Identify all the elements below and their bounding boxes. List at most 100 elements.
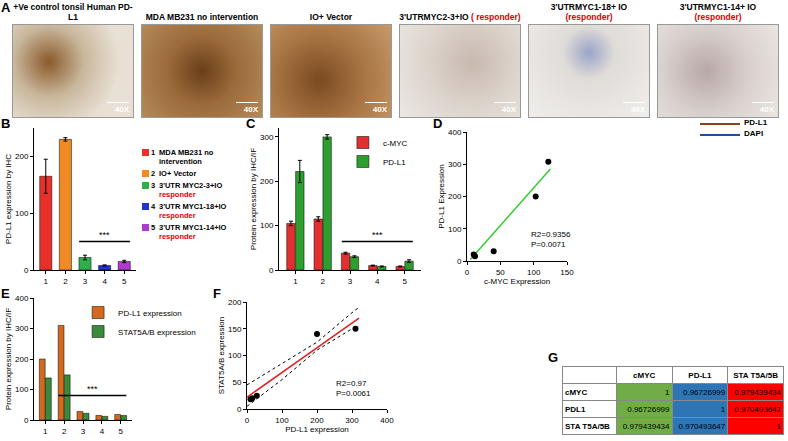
svg-text:50: 50 bbox=[232, 378, 241, 387]
svg-text:300: 300 bbox=[260, 133, 274, 142]
svg-text:2: 2 bbox=[320, 277, 325, 286]
html-text:40X: 40X bbox=[243, 105, 258, 114]
html-text:(responder): (responder) bbox=[565, 12, 613, 22]
svg-text:3: 3 bbox=[81, 427, 86, 436]
html-text:MDA MB231 no intervention: MDA MB231 no intervention bbox=[145, 12, 259, 22]
html-text:40X: 40X bbox=[630, 105, 645, 114]
svg-text:1: 1 bbox=[43, 427, 48, 436]
svg-text:0: 0 bbox=[465, 268, 470, 277]
html-text:40X: 40X bbox=[759, 105, 774, 114]
svg-text:STAT5A/B expression: STAT5A/B expression bbox=[118, 328, 196, 337]
html-text:0.970493647: 0.970493647 bbox=[678, 421, 726, 431]
html-text:3'UTRMYC1-18+ IO: 3'UTRMYC1-18+ IO bbox=[550, 2, 628, 12]
svg-text:5: 5 bbox=[122, 277, 127, 286]
html-text:D: D bbox=[433, 116, 443, 131]
svg-text:STAT5A/B expression: STAT5A/B expression bbox=[217, 317, 226, 395]
svg-text:0: 0 bbox=[24, 266, 29, 275]
svg-text:PD-L1 expression: PD-L1 expression bbox=[285, 425, 349, 434]
svg-text:300: 300 bbox=[15, 324, 29, 333]
html-text:40X: 40X bbox=[372, 105, 387, 114]
html-text:0.979439434: 0.979439434 bbox=[622, 421, 670, 431]
html-text:G: G bbox=[548, 350, 559, 365]
svg-text:400: 400 bbox=[380, 416, 394, 425]
html-text:1 MDA MB231 no intervention: 1 MDA MB231 no intervention bbox=[151, 148, 214, 166]
html-text:STA T5A/5B: STA T5A/5B bbox=[733, 370, 779, 380]
svg-text:PD-L1 Expression: PD-L1 Expression bbox=[437, 164, 446, 228]
svg-text:1: 1 bbox=[293, 277, 298, 286]
svg-text:1: 1 bbox=[44, 277, 49, 286]
svg-text:400: 400 bbox=[15, 294, 29, 303]
svg-text:200: 200 bbox=[260, 177, 274, 186]
html-text:cMYC: cMYC bbox=[633, 370, 656, 380]
svg-text:100: 100 bbox=[527, 268, 541, 277]
svg-text:PD-L1: PD-L1 bbox=[383, 158, 406, 167]
html-text:STA T5A/5B: STA T5A/5B bbox=[565, 421, 610, 431]
svg-text:PD-L1 expression by IHC: PD-L1 expression by IHC bbox=[4, 154, 13, 244]
svg-text:PD-L1 expression: PD-L1 expression bbox=[118, 309, 182, 318]
html-text:0.96726999: 0.96726999 bbox=[627, 404, 670, 414]
html-text:0.979439434: 0.979439434 bbox=[734, 387, 781, 397]
svg-text:4: 4 bbox=[102, 277, 107, 286]
html-text:A +Ve control tonsil Human PD-: A +Ve control tonsil Human PD-L1 bbox=[1, 0, 133, 22]
svg-text:100: 100 bbox=[260, 221, 274, 230]
svg-text:***: *** bbox=[99, 230, 110, 240]
svg-text:100: 100 bbox=[448, 225, 462, 234]
svg-text:c-MYC: c-MYC bbox=[383, 139, 408, 148]
html-text:40X: 40X bbox=[501, 105, 516, 114]
svg-text:100: 100 bbox=[275, 416, 289, 425]
svg-text:0: 0 bbox=[237, 405, 242, 414]
svg-text:200: 200 bbox=[448, 192, 462, 201]
svg-text:150: 150 bbox=[228, 325, 242, 334]
svg-text:150: 150 bbox=[560, 268, 574, 277]
svg-text:Protein expression by IHC/IF: Protein expression by IHC/IF bbox=[249, 148, 258, 250]
svg-text:R2=0.9356P=0.0071: R2=0.9356P=0.0071 bbox=[531, 230, 571, 249]
svg-text:***: *** bbox=[87, 384, 98, 394]
html-text:3'UTRMYC2-3+IO ( responder): 3'UTRMYC2-3+IO ( responder) bbox=[399, 12, 521, 22]
svg-text:200: 200 bbox=[310, 416, 324, 425]
html-text:responder: responder bbox=[159, 211, 196, 220]
html-text:2 IO+ Vector: 2 IO+ Vector bbox=[151, 169, 197, 178]
svg-text:0: 0 bbox=[24, 416, 29, 425]
svg-text:3: 3 bbox=[348, 277, 353, 286]
html-text:PDL1: PDL1 bbox=[565, 404, 586, 414]
svg-text:0: 0 bbox=[457, 257, 462, 266]
svg-text:100: 100 bbox=[15, 209, 29, 218]
html-text:B: B bbox=[1, 116, 11, 131]
html-text:PD-L1: PD-L1 bbox=[744, 118, 768, 127]
html-text:4 3'UTR MYC1-18+IO: 4 3'UTR MYC1-18+IO bbox=[151, 202, 227, 211]
svg-text:0: 0 bbox=[245, 416, 250, 425]
svg-text:0: 0 bbox=[269, 266, 274, 275]
html-text:cMYC: cMYC bbox=[565, 387, 588, 397]
svg-text:c-MYC Expression: c-MYC Expression bbox=[484, 277, 550, 286]
svg-text:4: 4 bbox=[100, 427, 105, 436]
html-text:3 3'UTR MYC2-3+IO: 3 3'UTR MYC2-3+IO bbox=[151, 181, 223, 190]
svg-text:100: 100 bbox=[15, 385, 29, 394]
html-text:(responder): (responder) bbox=[694, 12, 742, 22]
svg-text:4: 4 bbox=[375, 277, 380, 286]
html-text:0.96726999: 0.96726999 bbox=[683, 387, 726, 397]
svg-text:5: 5 bbox=[118, 427, 123, 436]
svg-text:***: *** bbox=[372, 230, 383, 240]
svg-text:300: 300 bbox=[345, 416, 359, 425]
svg-text:200: 200 bbox=[15, 152, 29, 161]
svg-text:100: 100 bbox=[228, 351, 242, 360]
svg-text:200: 200 bbox=[15, 355, 29, 364]
html-text:DAPI: DAPI bbox=[744, 129, 764, 138]
svg-text:400: 400 bbox=[448, 128, 462, 137]
svg-text:Protein expression by IHC/IF: Protein expression by IHC/IF bbox=[4, 308, 13, 410]
html-text:IO+ Vector: IO+ Vector bbox=[309, 12, 353, 22]
html-text:3'UTRMYC1-14+ IO: 3'UTRMYC1-14+ IO bbox=[679, 2, 757, 12]
svg-text:200: 200 bbox=[228, 298, 242, 307]
svg-text:300: 300 bbox=[448, 160, 462, 169]
svg-text:5: 5 bbox=[402, 277, 407, 286]
html-text:responder: responder bbox=[159, 190, 196, 199]
html-text:0.970493647: 0.970493647 bbox=[734, 404, 781, 414]
svg-text:2: 2 bbox=[62, 427, 67, 436]
svg-text:R2=0.97P=0.0061: R2=0.97P=0.0061 bbox=[336, 379, 371, 398]
html-text:PD-L1: PD-L1 bbox=[688, 370, 712, 380]
svg-text:3: 3 bbox=[83, 277, 88, 286]
svg-text:2: 2 bbox=[63, 277, 68, 286]
svg-text:50: 50 bbox=[496, 268, 505, 277]
html-text:C: C bbox=[246, 116, 256, 131]
html-text:40X: 40X bbox=[114, 105, 129, 114]
